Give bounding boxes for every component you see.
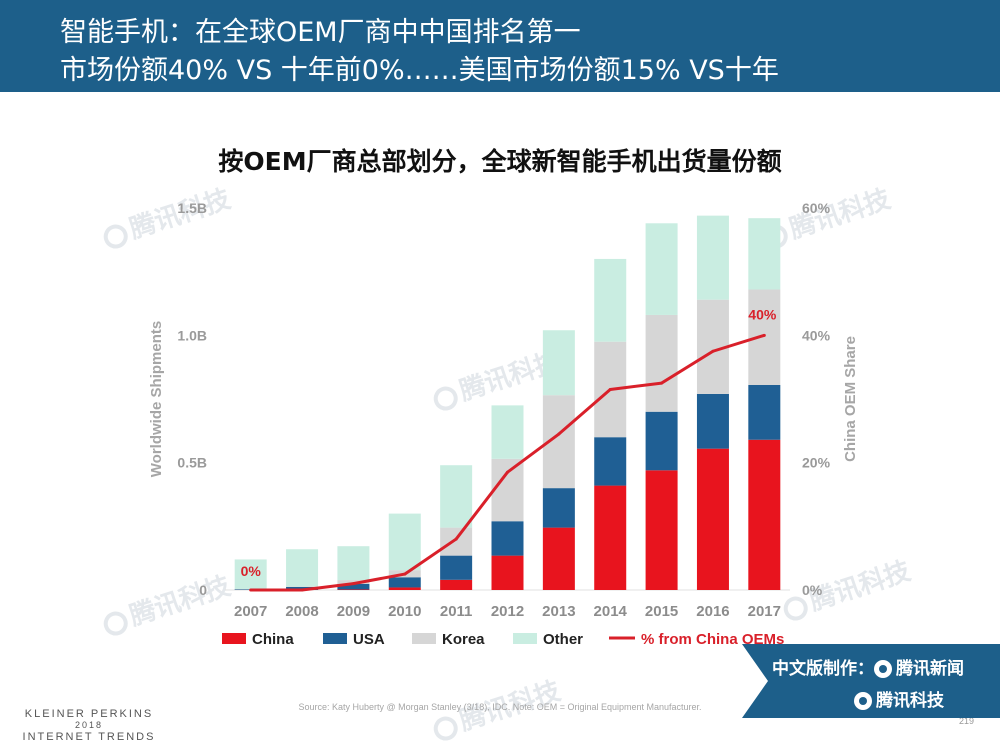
header-banner: 智能手机：在全球OEM厂商中中国排名第一 市场份额40% VS 十年前0%……美… [0, 0, 1000, 92]
bar-other-2017 [748, 218, 781, 290]
brand-internet-trends: INTERNET TRENDS [22, 731, 156, 743]
badge-brand-line: 腾讯科技 [854, 686, 944, 711]
legend-swatch-korea [412, 633, 436, 644]
bar-other-2015 [645, 223, 678, 315]
x-tick-label: 2015 [645, 603, 678, 620]
y-left-tick-label: 1.5B [177, 200, 207, 216]
legend-label-china-oem-share: % from China OEMs [641, 631, 784, 648]
y-left-tick-label: 0 [199, 582, 207, 598]
bar-other-2014 [594, 258, 627, 342]
legend-label-korea: Korea [442, 631, 485, 648]
line-point-2013 [557, 432, 561, 436]
bar-china-2016 [696, 448, 729, 590]
badge-producer-line: 中文版制作： 腾讯新闻 [772, 654, 964, 679]
line-point-2010 [403, 572, 407, 576]
brand-kleiner-perkins: KLEINER PERKINS [24, 708, 154, 720]
line-point-2012 [506, 470, 509, 474]
chart-title: 按OEM厂商总部划分，全球新智能手机出货量份额 [218, 147, 782, 176]
line-point-2011 [454, 537, 458, 541]
bar-other-2013 [542, 330, 575, 396]
y-right-tick-label: 60% [802, 200, 831, 216]
bar-usa-2008 [286, 586, 319, 590]
x-tick-label: 2014 [594, 603, 628, 620]
bar-other-2008 [286, 549, 319, 587]
bar-usa-2009 [337, 583, 370, 590]
bar-usa-2010 [388, 577, 421, 588]
x-tick-label: 2007 [234, 603, 267, 620]
line-point-2014 [608, 387, 612, 391]
bar-korea-2008 [286, 586, 319, 587]
legend-label-china: China [252, 631, 294, 648]
page-number: 219 [958, 716, 974, 726]
bar-other-2010 [388, 513, 421, 571]
line-point-2017 [762, 333, 766, 337]
y-right-tick-label: 20% [802, 455, 831, 471]
bar-korea-2009 [337, 580, 370, 584]
legend-label-usa: USA [353, 631, 385, 648]
header-title-line-2: 市场份额40% VS 十年前0%……美国市场份额15% VS十年 [60, 55, 779, 86]
bar-other-2007 [234, 559, 267, 589]
y-left-tick-label: 1.0B [177, 327, 207, 343]
bar-china-2011 [440, 579, 473, 590]
x-tick-label: 2009 [337, 603, 370, 620]
annotation-label: 40% [748, 306, 777, 322]
bar-korea-2012 [491, 458, 524, 522]
x-tick-label: 2017 [748, 603, 781, 620]
line-point-2015 [660, 381, 664, 385]
bar-usa-2016 [696, 393, 729, 449]
bar-korea-2015 [645, 314, 678, 412]
line-point-2009 [351, 582, 355, 586]
bar-other-2009 [337, 546, 370, 581]
x-tick-label: 2016 [696, 603, 729, 620]
line-point-2008 [300, 588, 304, 592]
bar-other-2012 [491, 405, 524, 459]
y-left-axis-label: Worldwide Shipments [148, 321, 165, 477]
tencent-news-logo-icon [874, 660, 892, 678]
bar-china-2017 [748, 439, 781, 590]
bar-china-2015 [645, 470, 678, 590]
bar-usa-2014 [594, 437, 627, 486]
y-right-tick-label: 40% [802, 327, 831, 343]
bar-other-2016 [696, 215, 729, 300]
line-point-2007 [249, 588, 253, 592]
y-left-tick-label: 0.5B [177, 455, 207, 471]
badge-brand-news: 腾讯新闻 [896, 659, 964, 679]
bar-china-2012 [491, 555, 524, 590]
x-tick-label: 2013 [542, 603, 575, 620]
bar-usa-2013 [542, 488, 575, 528]
bar-china-2014 [594, 485, 627, 590]
bar-usa-2012 [491, 521, 524, 556]
legend-swatch-china [222, 633, 246, 644]
badge-brand-tech: 腾讯科技 [876, 691, 944, 711]
x-tick-label: 2011 [440, 603, 473, 620]
tencent-tech-logo-icon [854, 692, 872, 710]
header-title-line-1: 智能手机：在全球OEM厂商中中国排名第一 [60, 17, 581, 48]
line-point-2016 [711, 349, 715, 353]
bar-china-2010 [388, 587, 421, 590]
producer-badge: 中文版制作： 腾讯新闻 腾讯科技 [742, 644, 1000, 718]
x-tick-label: 2008 [285, 603, 318, 620]
y-right-tick-label: 0% [802, 582, 823, 598]
legend-label-other: Other [543, 631, 583, 648]
bar-korea-2011 [440, 527, 473, 556]
x-tick-label: 2010 [388, 603, 421, 620]
bar-other-2011 [440, 465, 473, 528]
bar-china-2009 [337, 589, 370, 590]
bar-usa-2017 [748, 384, 781, 440]
badge-producer-label: 中文版制作： [772, 659, 874, 679]
bar-usa-2015 [645, 411, 678, 471]
legend-swatch-other [513, 633, 537, 644]
brand-year: 2018 [74, 720, 104, 730]
annotation-label: 0% [241, 563, 262, 579]
x-tick-label: 2012 [491, 603, 524, 620]
source-note: Source: Katy Huberty @ Morgan Stanley (3… [298, 702, 702, 712]
bar-china-2013 [542, 527, 575, 590]
bar-usa-2011 [440, 555, 473, 580]
y-right-axis-label: China OEM Share [842, 336, 859, 462]
legend-swatch-usa [323, 633, 347, 644]
